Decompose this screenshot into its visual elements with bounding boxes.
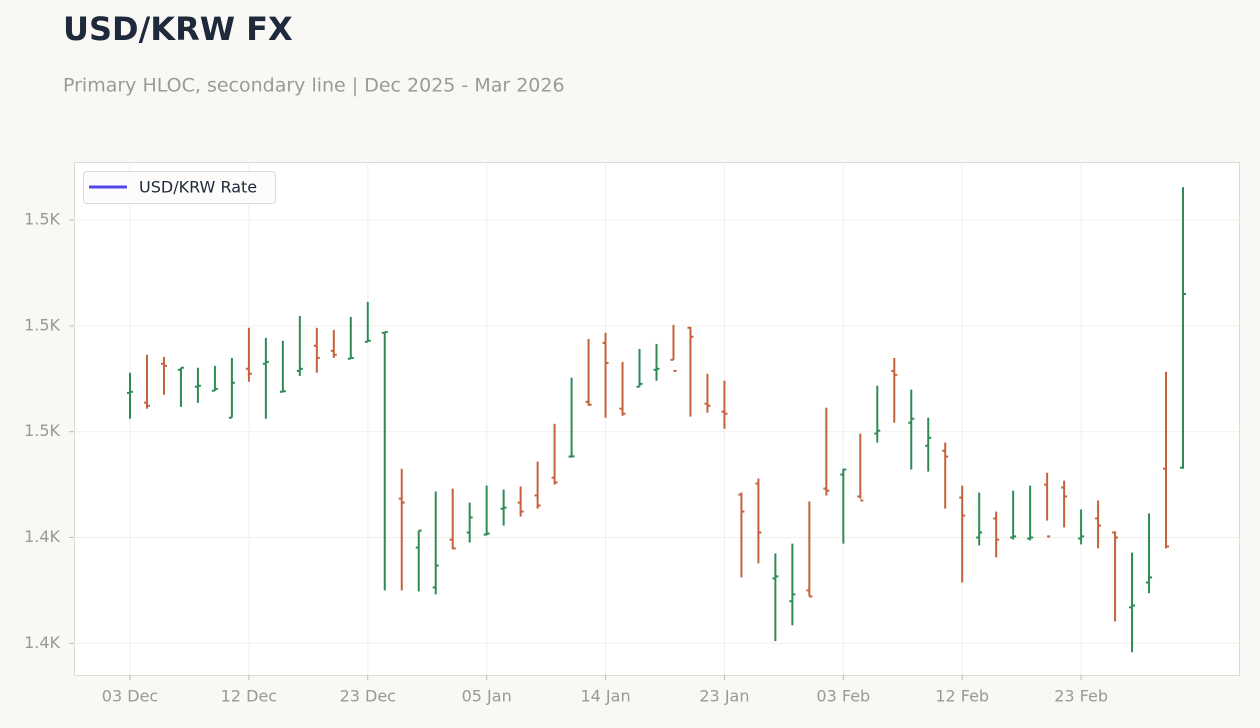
- x-tick-label: 05 Jan: [462, 687, 512, 706]
- x-tick-label: 23 Jan: [699, 687, 749, 706]
- y-tick-label: 1.4K: [24, 527, 60, 546]
- y-tick-label: 1.4K: [24, 633, 60, 652]
- x-tick-label: 23 Dec: [340, 687, 396, 706]
- x-tick-label: 23 Feb: [1054, 687, 1108, 706]
- x-tick-label: 12 Dec: [221, 687, 277, 706]
- plot-area: [74, 162, 1240, 676]
- x-tick-label: 12 Feb: [935, 687, 989, 706]
- y-tick-label: 1.5K: [24, 421, 60, 440]
- chart-subtitle: Primary HLOC, secondary line | Dec 2025 …: [63, 75, 565, 97]
- x-tick-label: 03 Feb: [816, 687, 870, 706]
- x-tick-label: 14 Jan: [580, 687, 630, 706]
- chart-title: USD/KRW FX: [63, 10, 293, 48]
- x-tick-label: 03 Dec: [102, 687, 158, 706]
- legend-box: [83, 171, 276, 204]
- legend-label: USD/KRW Rate: [139, 178, 257, 197]
- y-tick-label: 1.5K: [24, 315, 60, 334]
- y-tick-label: 1.5K: [24, 210, 60, 229]
